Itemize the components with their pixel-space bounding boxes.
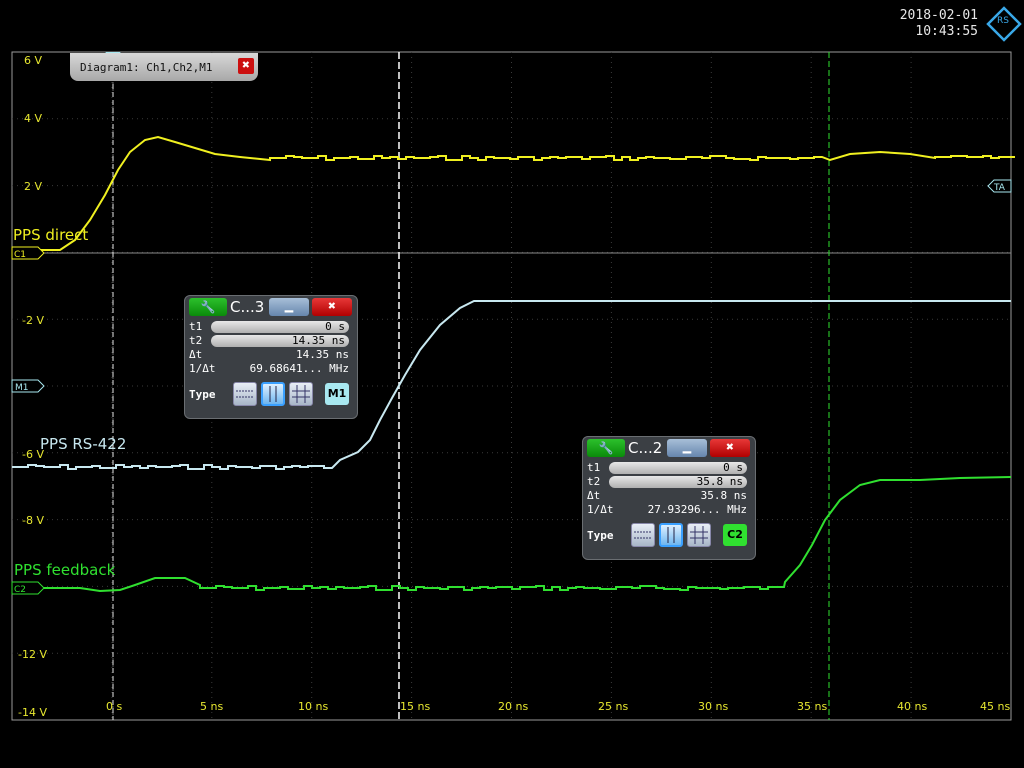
cursor-panel-1[interactable]: 🔧 C...3 ▁ ✖ t1 0 s t2 14.35 ns Δt 14.35 ns … — [184, 295, 358, 419]
cursor1-type-vertical-button[interactable] — [261, 382, 285, 406]
date-text: 2018-02-01 — [899, 8, 978, 23]
y-label-4v: 4 V — [24, 112, 42, 125]
cursor2-type-horizontal-button[interactable] — [631, 523, 655, 547]
cursor1-inv-value: 69.68641... MHz — [249, 362, 349, 375]
x-label-40: 40 ns — [897, 700, 927, 713]
wrench-icon: 🔧 — [200, 300, 216, 314]
y-label-2v: 2 V — [24, 180, 42, 193]
label-pps-rs422: PPS RS-422 — [40, 435, 126, 453]
cursor2-type-label: Type — [587, 529, 614, 542]
trace-pps-direct — [12, 135, 1015, 251]
logo-text: RS — [997, 16, 1009, 26]
cursor2-dt-value: 35.8 ns — [700, 489, 747, 502]
channel-marker-m1[interactable]: M1 — [11, 379, 45, 393]
vertical-cursor-icon — [269, 386, 277, 402]
cursor1-t2-label: t2 — [189, 334, 203, 347]
label-pps-feedback: PPS feedback — [14, 561, 116, 579]
cursor1-t1-label: t1 — [189, 320, 203, 333]
cursor2-inv-label: 1/Δt — [587, 503, 614, 516]
x-label-30: 30 ns — [698, 700, 728, 713]
crosshair-cursor-icon — [690, 526, 708, 544]
cursor1-t2-field[interactable]: 14.35 ns — [211, 335, 349, 347]
rohde-schwarz-logo: RS — [986, 6, 1022, 42]
ta-marker-text: TA — [993, 183, 1006, 193]
y-label-m2v: -2 V — [22, 314, 44, 327]
cursor1-t1-field[interactable]: 0 s — [211, 321, 349, 333]
cursor2-type-both-button[interactable] — [687, 523, 711, 547]
trace-pps-rs422 — [12, 300, 1011, 470]
cursor2-t2-label: t2 — [587, 475, 601, 488]
cursor1-title: C...3 — [230, 298, 265, 316]
c1-marker-text: C1 — [14, 250, 26, 260]
x-label-45: 45 ns — [980, 700, 1010, 713]
cursor1-inv-label: 1/Δt — [189, 362, 216, 375]
x-label-20: 20 ns — [498, 700, 528, 713]
wrench-icon: 🔧 — [598, 441, 614, 455]
y-label-6v: 6 V — [24, 54, 42, 67]
diagram-tab-title: Diagram1: Ch1,Ch2,M1 — [80, 60, 213, 74]
trigger-level-marker-ta[interactable]: TA — [987, 179, 1012, 193]
x-label-25: 25 ns — [598, 700, 628, 713]
cursor1-minimize-button[interactable]: ▁ — [269, 298, 309, 316]
y-label-m12v: -12 V — [18, 648, 47, 661]
cursor1-dt-label: Δt — [189, 348, 203, 361]
x-label-15: 15 ns — [400, 700, 430, 713]
cursor1-settings-button[interactable]: 🔧 — [189, 298, 227, 316]
x-label-35: 35 ns — [797, 700, 827, 713]
y-axis-labels: 6 V 4 V 2 V -2 V -6 V -8 V -12 V -14 V — [18, 54, 47, 719]
cursor-panel-2[interactable]: 🔧 C...2 ▁ ✖ t1 0 s t2 35.8 ns Δt 35.8 ns 1/… — [582, 436, 756, 560]
diagram-tab[interactable]: Diagram1: Ch1,Ch2,M1 ✖ — [70, 53, 258, 81]
cursor2-t2-field[interactable]: 35.8 ns — [609, 476, 747, 488]
diagram-close-button[interactable]: ✖ — [238, 58, 254, 74]
channel-marker-c1[interactable]: C1 — [11, 246, 45, 260]
x-label-10: 10 ns — [298, 700, 328, 713]
cursor2-t1-field[interactable]: 0 s — [609, 462, 747, 474]
cursor1-type-both-button[interactable] — [289, 382, 313, 406]
graticule-grid — [12, 52, 1011, 720]
cursor2-title: C...2 — [628, 439, 663, 457]
cursor2-minimize-button[interactable]: ▁ — [667, 439, 707, 457]
datetime-display: 2018-02-01 10:43:55 — [900, 8, 978, 40]
time-text: 10:43:55 — [915, 24, 978, 39]
cursor2-close-button[interactable]: ✖ — [710, 439, 750, 457]
y-label-m8v: -8 V — [22, 514, 44, 527]
cursor2-dt-label: Δt — [587, 489, 601, 502]
x-axis-labels: 0 s 5 ns 10 ns 15 ns 20 ns 25 ns 30 ns 3… — [106, 700, 1010, 713]
cursor1-source-button[interactable]: M1 — [325, 383, 349, 405]
m1-marker-text: M1 — [15, 383, 29, 393]
horizontal-cursor-icon — [236, 390, 254, 398]
cursor1-close-button[interactable]: ✖ — [312, 298, 352, 316]
crosshair-cursor-icon — [292, 385, 310, 403]
label-pps-direct: PPS direct — [13, 226, 88, 244]
cursor2-source-button[interactable]: C2 — [723, 524, 747, 546]
cursor2-type-vertical-button[interactable] — [659, 523, 683, 547]
y-label-m14v: -14 V — [18, 706, 47, 719]
cursor2-inv-value: 27.93296... MHz — [647, 503, 747, 516]
cursor1-type-horizontal-button[interactable] — [233, 382, 257, 406]
y-label-m6v: -6 V — [22, 448, 44, 461]
channel-marker-c2[interactable]: C2 — [11, 581, 45, 595]
x-label-5: 5 ns — [200, 700, 223, 713]
x-label-0: 0 s — [106, 700, 122, 713]
cursor2-t1-label: t1 — [587, 461, 601, 474]
cursor1-type-label: Type — [189, 388, 216, 401]
horizontal-cursor-icon — [634, 531, 652, 539]
cursor1-dt-value: 14.35 ns — [296, 348, 349, 361]
vertical-cursor-icon — [667, 527, 675, 543]
cursor2-settings-button[interactable]: 🔧 — [587, 439, 625, 457]
c2-marker-text: C2 — [14, 585, 26, 595]
trace-pps-feedback — [12, 476, 1012, 593]
